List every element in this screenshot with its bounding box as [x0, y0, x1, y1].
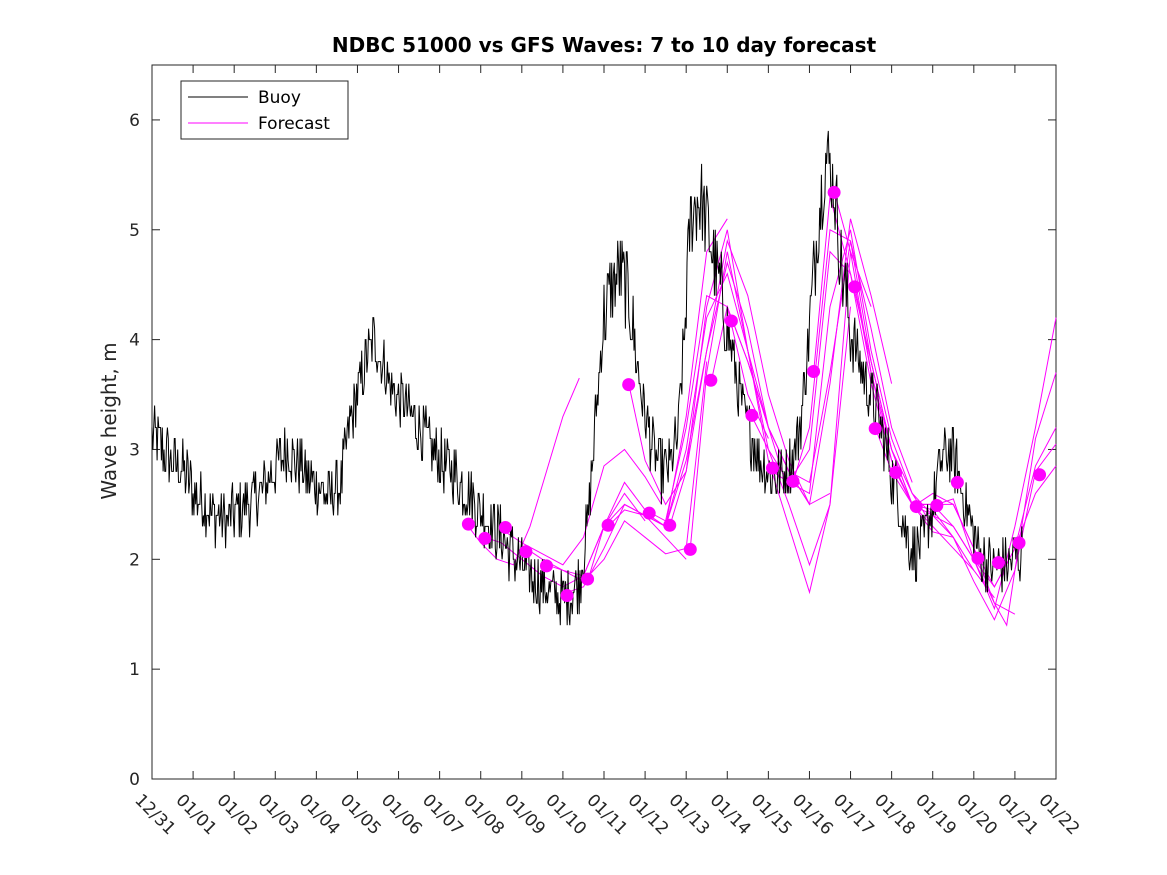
x-tick-label: 01/06	[377, 790, 426, 839]
forecast-line	[689, 251, 872, 595]
forecast-point	[724, 314, 738, 328]
forecast-point	[991, 556, 1005, 570]
forecast-point	[909, 500, 923, 514]
plot-area	[151, 64, 1057, 780]
x-tick-label: 01/15	[747, 790, 796, 839]
y-tick-label: 0	[129, 770, 140, 790]
forecast-point	[601, 518, 615, 532]
x-tick-label: 01/16	[788, 790, 837, 839]
x-tick-label: 01/07	[418, 790, 467, 839]
forecast-line	[792, 229, 975, 571]
forecast-line	[936, 465, 1057, 588]
x-tick-label: 01/01	[172, 790, 221, 839]
forecast-point	[560, 589, 574, 603]
y-tick-label: 2	[129, 550, 140, 570]
buoy-line	[151, 130, 1024, 626]
forecast-point	[704, 373, 718, 387]
forecast-point	[950, 475, 964, 489]
forecast-point	[786, 474, 800, 488]
x-tick-label: 01/12	[624, 790, 673, 839]
legend-buoy-label: Buoy	[258, 88, 301, 108]
forecast-point	[1012, 536, 1026, 550]
legend-forecast-label: Forecast	[258, 114, 330, 134]
forecast-point	[827, 185, 841, 199]
y-tick-label: 6	[129, 111, 140, 131]
forecast-line	[669, 229, 851, 567]
y-tick-label: 5	[129, 221, 140, 241]
chart-title: NDBC 51000 vs GFS Waves: 7 to 10 day for…	[332, 33, 877, 57]
forecast-line	[607, 272, 790, 528]
forecast-point	[683, 542, 697, 556]
forecast-point	[461, 517, 475, 531]
forecast-line	[730, 240, 913, 484]
x-tick-label: 01/14	[706, 790, 755, 839]
forecast-point	[1033, 468, 1047, 482]
forecast-line	[874, 317, 1057, 611]
forecast-point	[622, 378, 636, 392]
legend: Buoy Forecast	[180, 80, 349, 140]
buoy-line-group	[151, 130, 1024, 626]
y-tick-label: 1	[129, 660, 140, 680]
forecast-point	[807, 364, 821, 378]
x-tick-label: 01/20	[952, 790, 1001, 839]
forecast-point	[868, 422, 882, 436]
forecast-line	[628, 238, 810, 506]
x-tick-label: 01/04	[295, 790, 344, 839]
forecast-points	[461, 185, 1047, 603]
forecast-point	[478, 531, 492, 545]
forecast-point	[889, 466, 903, 480]
forecast-point	[498, 520, 512, 534]
legend-box	[180, 80, 349, 140]
forecast-line	[854, 284, 1057, 621]
x-tick-label: 12/31	[130, 790, 179, 839]
x-tick-label: 01/09	[500, 790, 549, 839]
x-tick-label: 01/02	[213, 790, 262, 839]
y-tick-label: 3	[129, 440, 140, 460]
forecast-point	[539, 559, 553, 573]
x-tick-label: 01/22	[1034, 790, 1083, 839]
x-tick-label: 01/11	[582, 790, 631, 839]
x-tick-label: 01/13	[665, 790, 714, 839]
x-tick-label: 01/03	[254, 790, 303, 839]
forecast-point	[581, 572, 595, 586]
forecast-line	[916, 443, 1057, 627]
forecast-point	[519, 545, 533, 559]
forecast-point	[663, 518, 677, 532]
x-tick-label: 01/21	[993, 790, 1042, 839]
forecast-line	[587, 294, 769, 582]
forecast-point	[765, 461, 779, 475]
forecast-point	[642, 506, 656, 520]
x-tick-label: 01/08	[459, 790, 508, 839]
forecast-point	[745, 408, 759, 422]
x-tick-label: 01/05	[336, 790, 385, 839]
x-tick-label: 01/17	[829, 790, 878, 839]
x-tick-label: 01/10	[541, 790, 590, 839]
x-tick-label: 01/19	[911, 790, 960, 839]
x-tick-label: 01/18	[870, 790, 919, 839]
forecast-point	[930, 498, 944, 512]
y-axis-label: Wave height, m	[97, 342, 121, 499]
forecast-point	[971, 551, 985, 565]
forecast-point	[848, 280, 862, 294]
y-tick-label: 4	[129, 331, 140, 351]
forecast-line	[546, 361, 708, 582]
